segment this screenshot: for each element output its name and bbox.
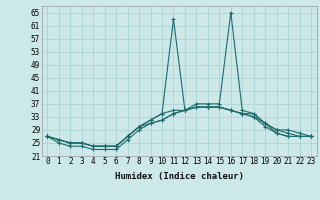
X-axis label: Humidex (Indice chaleur): Humidex (Indice chaleur) — [115, 172, 244, 181]
